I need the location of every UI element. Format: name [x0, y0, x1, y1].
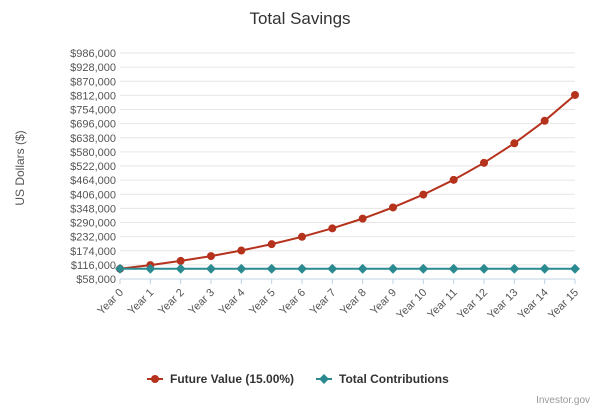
x-tick-label: Year 10 [394, 287, 429, 322]
data-point-future-value-15-00[interactable] [237, 246, 246, 255]
x-tick-label: Year 8 [338, 287, 369, 318]
x-tick-label: Year 14 [516, 287, 551, 322]
data-point-future-value-15-00[interactable] [176, 256, 185, 265]
y-tick-label: $464,000 [70, 175, 116, 187]
y-tick-label: $580,000 [70, 147, 116, 159]
data-point-total-contributions[interactable] [539, 263, 550, 274]
legend: Future Value (15.00%) Total Contribution… [147, 372, 449, 386]
y-tick-label: $232,000 [70, 232, 116, 244]
y-tick-label: $58,000 [76, 274, 116, 286]
y-tick-label: $638,000 [70, 133, 116, 145]
gridlines [120, 52, 575, 280]
legend-label-future-value: Future Value (15.00%) [170, 372, 294, 386]
y-axis-label: US Dollars ($) [13, 130, 27, 205]
series-future-value-15-00 [116, 90, 579, 273]
x-tick-label: Year 7 [308, 287, 339, 318]
data-point-future-value-15-00[interactable] [298, 232, 306, 241]
data-point-future-value-15-00[interactable] [480, 158, 488, 167]
data-point-future-value-15-00[interactable] [328, 224, 337, 233]
data-point-total-contributions[interactable] [509, 263, 520, 274]
series-total-contributions [115, 263, 580, 274]
data-point-total-contributions[interactable] [266, 263, 277, 274]
data-point-future-value-15-00[interactable] [358, 214, 367, 223]
x-tick-label: Year 6 [277, 287, 308, 318]
data-point-total-contributions[interactable] [418, 263, 429, 274]
x-tick-label: Year 5 [247, 287, 278, 318]
data-point-total-contributions[interactable] [206, 263, 216, 274]
data-point-total-contributions[interactable] [357, 263, 368, 274]
x-axis-ticks: Year 0 Year 1 Year 2 Year 3 Year 4 Year 5 Year… [95, 279, 581, 322]
x-tick-label: Year 4 [217, 287, 248, 318]
y-axis-ticks: $58,000 $116,000 $174,000 $232,000 $290,000 $… [70, 48, 116, 286]
chart-credit[interactable]: Investor.gov [536, 395, 590, 406]
data-point-future-value-15-00[interactable] [449, 175, 458, 184]
y-tick-label: $348,000 [70, 203, 116, 215]
data-point-total-contributions[interactable] [448, 263, 459, 274]
data-point-future-value-15-00[interactable] [267, 240, 276, 249]
data-point-total-contributions[interactable] [236, 263, 247, 274]
y-tick-label: $116,000 [71, 260, 116, 272]
data-point-total-contributions[interactable] [175, 263, 186, 274]
data-point-total-contributions[interactable] [570, 263, 580, 274]
data-point-total-contributions[interactable] [297, 263, 307, 274]
data-point-total-contributions[interactable] [145, 263, 156, 274]
x-tick-label: Year 2 [156, 287, 187, 318]
legend-label-total-contributions: Total Contributions [339, 372, 449, 386]
y-tick-label: $290,000 [70, 218, 116, 230]
legend-marker-future-value [151, 375, 159, 383]
y-tick-label: $928,000 [70, 62, 116, 74]
series-line-future-value-15-00 [119, 94, 576, 270]
data-point-future-value-15-00[interactable] [571, 90, 579, 99]
y-tick-label: $406,000 [70, 189, 116, 201]
x-tick-label: Year 1 [126, 287, 157, 318]
x-tick-label: Year 11 [425, 287, 459, 321]
series-group [115, 90, 580, 274]
data-point-future-value-15-00[interactable] [419, 190, 428, 199]
y-tick-label: $696,000 [70, 119, 116, 131]
legend-item-total-contributions[interactable]: Total Contributions [316, 372, 449, 386]
y-tick-label: $986,000 [70, 48, 116, 60]
data-point-future-value-15-00[interactable] [389, 203, 397, 212]
y-tick-label: $522,000 [70, 161, 116, 173]
y-tick-label: $812,000 [70, 90, 116, 102]
legend-item-future-value[interactable]: Future Value (15.00%) [147, 372, 294, 386]
x-tick-label: Year 15 [546, 287, 581, 322]
x-tick-label: Year 13 [485, 287, 520, 322]
y-tick-label: $174,000 [70, 246, 116, 258]
data-point-future-value-15-00[interactable] [207, 252, 215, 261]
y-tick-label: $870,000 [70, 76, 116, 88]
data-point-total-contributions[interactable] [388, 263, 398, 274]
data-point-total-contributions[interactable] [479, 263, 489, 274]
x-tick-label: Year 3 [186, 287, 217, 318]
legend-marker-total-contributions [319, 374, 329, 384]
data-point-future-value-15-00[interactable] [510, 139, 519, 148]
data-point-total-contributions[interactable] [327, 263, 338, 274]
data-point-future-value-15-00[interactable] [540, 116, 549, 125]
chart-title: Total Savings [249, 9, 350, 28]
x-tick-label: Year 0 [95, 287, 126, 318]
y-tick-label: $754,000 [70, 105, 116, 117]
x-tick-label: Year 12 [455, 287, 490, 322]
